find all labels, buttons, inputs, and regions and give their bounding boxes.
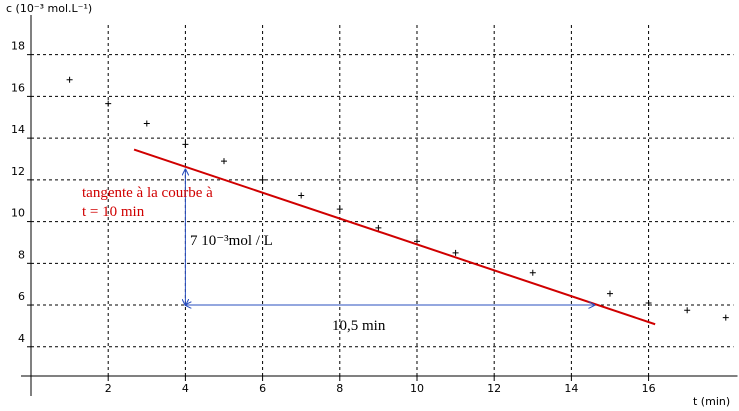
tangent-line	[133, 148, 656, 326]
x-axis-label: t (min)	[693, 395, 730, 408]
y-axis-label: c (10⁻³ mol.L⁻¹)	[6, 2, 92, 15]
data-point	[529, 269, 536, 276]
y-tick-label: 18	[11, 40, 25, 53]
x-tick-label: 2	[105, 382, 112, 395]
annotation: 10,5 min	[332, 318, 386, 334]
data-point	[259, 176, 266, 183]
x-tick-label: 8	[336, 382, 343, 395]
data-point	[375, 224, 382, 231]
y-tick-label: 8	[18, 248, 25, 261]
data-point	[645, 299, 652, 306]
y-tick-label: 6	[18, 290, 25, 303]
data-point	[105, 100, 112, 107]
data-point	[182, 141, 189, 148]
x-tick-label: 4	[182, 382, 189, 395]
data-point	[684, 307, 691, 314]
x-tick-label: 10	[410, 382, 424, 395]
data-point	[452, 249, 459, 256]
annotation: t = 10 min	[82, 204, 145, 220]
y-tick-label: 4	[18, 332, 25, 345]
annotation: tangente à la courbe à	[82, 185, 213, 201]
data-point	[722, 314, 729, 321]
y-tick-label: 16	[11, 81, 25, 94]
y-tick-label: 10	[11, 207, 25, 220]
data-point	[606, 290, 613, 297]
data-point	[298, 192, 305, 199]
data-point	[143, 120, 150, 127]
x-tick-label: 16	[642, 382, 656, 395]
x-tick-label: 14	[564, 382, 578, 395]
x-tick-label: 6	[259, 382, 266, 395]
data-point	[66, 76, 73, 83]
y-tick-label: 14	[11, 123, 25, 136]
y-tick-label: 12	[11, 165, 25, 178]
x-tick-label: 12	[487, 382, 501, 395]
data-point	[336, 206, 343, 213]
annotation: 7 10⁻³mol / L	[190, 233, 273, 249]
data-point	[220, 158, 227, 165]
